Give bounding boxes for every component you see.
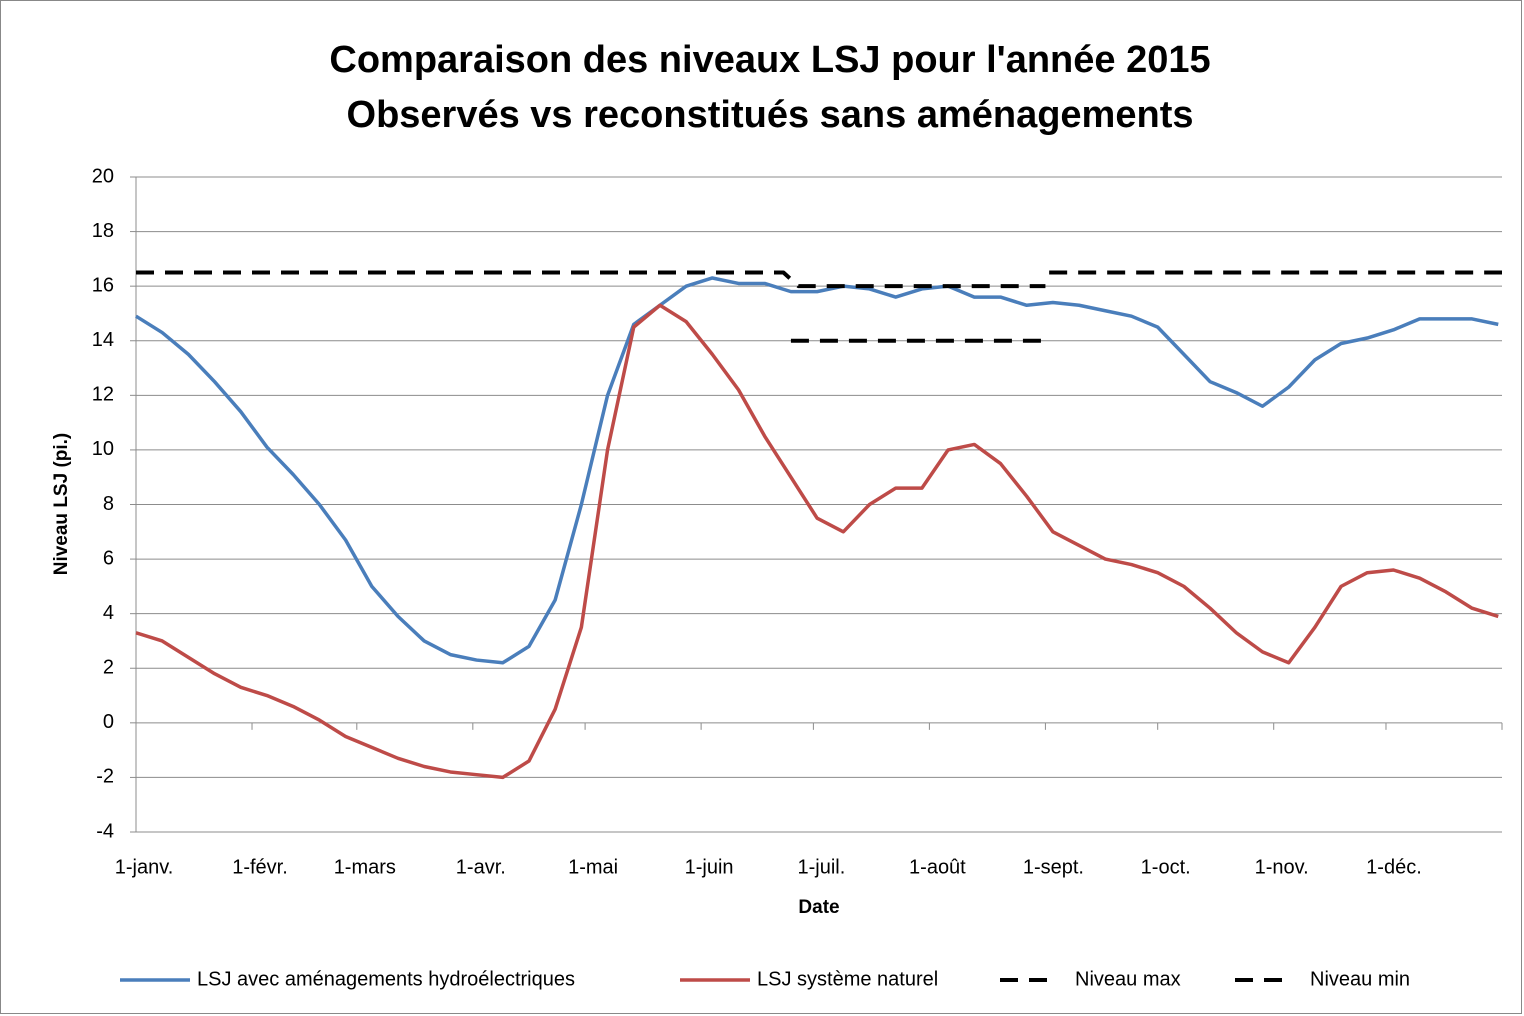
y-tick-label: 6 xyxy=(103,547,114,569)
x-tick-label: 1-janv. xyxy=(115,856,174,878)
x-tick-label: 1-févr. xyxy=(232,856,288,878)
series-line xyxy=(136,270,1502,289)
x-tick-label: 1-juin xyxy=(685,856,734,878)
x-tick-label: 1-août xyxy=(909,856,966,878)
legend-label: Niveau max xyxy=(1075,968,1181,990)
legend-label: LSJ avec aménagements hydroélectriques xyxy=(197,968,575,990)
x-tick-label: 1-déc. xyxy=(1366,856,1422,878)
series-line xyxy=(135,276,1499,665)
x-tick-label: 1-nov. xyxy=(1255,856,1309,878)
x-tick-label: 1-mars xyxy=(334,856,396,878)
y-tick-label: 8 xyxy=(103,493,114,515)
x-tick-label: 1-juil. xyxy=(797,856,845,878)
x-tick-label: 1-oct. xyxy=(1141,856,1191,878)
y-tick-label: -2 xyxy=(96,766,114,788)
y-tick-label: -4 xyxy=(96,820,114,842)
y-tick-label: 4 xyxy=(103,602,114,624)
y-tick-label: 14 xyxy=(92,329,114,351)
y-tick-label: 20 xyxy=(92,165,114,187)
y-tick-label: 16 xyxy=(92,274,114,296)
x-tick-label: 1-mai xyxy=(568,856,618,878)
x-tick-label: 1-avr. xyxy=(456,856,506,878)
series-line xyxy=(135,303,1499,780)
x-axis-label: Date xyxy=(798,897,839,918)
y-tick-label: 10 xyxy=(92,438,114,460)
x-tick-label: 1-sept. xyxy=(1023,856,1084,878)
y-tick-label: 18 xyxy=(92,220,114,242)
y-axis-label: Niveau LSJ (pi.) xyxy=(51,433,72,576)
legend-label: Niveau min xyxy=(1310,968,1410,990)
y-tick-label: 2 xyxy=(103,657,114,679)
chart-subtitle: Observés vs reconstitués sans aménagemen… xyxy=(347,94,1194,136)
y-tick-label: 0 xyxy=(103,711,114,733)
y-tick-label: 12 xyxy=(92,384,114,406)
legend-label: LSJ système naturel xyxy=(757,968,938,990)
chart-title: Comparaison des niveaux LSJ pour l'année… xyxy=(329,39,1210,81)
